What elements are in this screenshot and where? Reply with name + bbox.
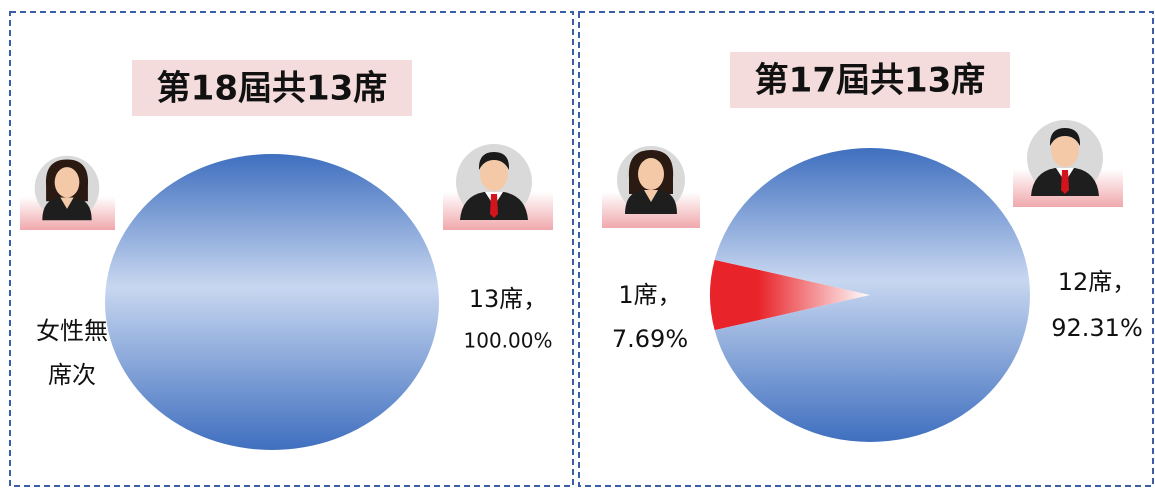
pie-slice (714, 147, 1030, 442)
data-label: 13席， (469, 285, 548, 313)
data-label: 女性無 (36, 317, 108, 345)
female-icon (20, 155, 115, 230)
panel-border (9, 11, 574, 487)
title-box (730, 52, 1010, 108)
data-label: 1席， (618, 281, 681, 309)
male-icon (443, 144, 553, 230)
data-label: 席次 (48, 361, 96, 389)
title-box (132, 60, 412, 116)
data-label: 100.00% (464, 329, 553, 353)
panel-border (578, 11, 1154, 487)
male-icon (1013, 120, 1123, 207)
chart-title: 第17屆共13席 (755, 61, 986, 101)
pie-slice (105, 154, 439, 450)
data-label: 7.69% (612, 325, 688, 353)
pie-slice (710, 259, 870, 331)
female-icon (602, 146, 700, 228)
data-label: 12席， (1058, 268, 1137, 296)
chart-title: 第18屆共13席 (157, 69, 388, 109)
data-label: 92.31% (1051, 314, 1143, 342)
